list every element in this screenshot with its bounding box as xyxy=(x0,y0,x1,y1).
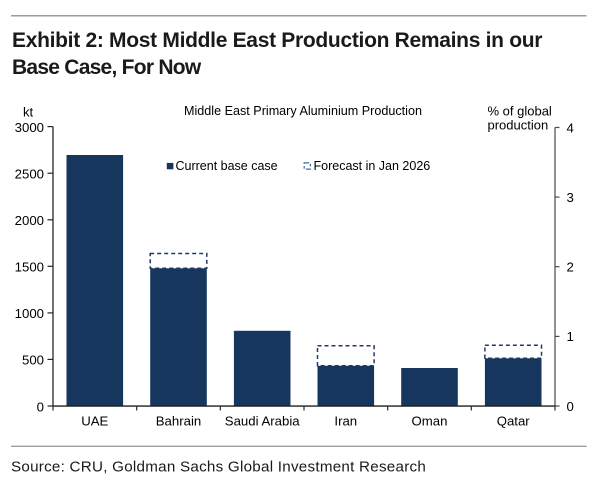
svg-text:Bahrain: Bahrain xyxy=(156,414,201,429)
svg-text:Forecast in Jan 2026: Forecast in Jan 2026 xyxy=(314,159,431,173)
svg-text:UAE: UAE xyxy=(81,414,108,429)
svg-text:production: production xyxy=(488,118,549,133)
svg-text:% of global: % of global xyxy=(488,104,552,119)
svg-text:Base Case, For Now: Base Case, For Now xyxy=(12,56,202,79)
svg-text:0: 0 xyxy=(567,399,574,414)
svg-text:Saudi Arabia: Saudi Arabia xyxy=(225,414,300,429)
svg-text:Current base case: Current base case xyxy=(176,159,278,173)
svg-text:4: 4 xyxy=(567,120,574,135)
svg-text:1500: 1500 xyxy=(15,260,44,275)
svg-text:Middle East Primary Aluminium: Middle East Primary Aluminium Production xyxy=(184,104,422,118)
svg-text:3000: 3000 xyxy=(15,120,44,135)
svg-text:Iran: Iran xyxy=(334,414,357,429)
svg-text:0: 0 xyxy=(37,399,44,414)
svg-text:1000: 1000 xyxy=(15,306,44,321)
svg-text:2: 2 xyxy=(567,260,574,275)
svg-text:Source: CRU, Goldman Sachs Glo: Source: CRU, Goldman Sachs Global Invest… xyxy=(11,459,426,476)
svg-text:3: 3 xyxy=(567,190,574,205)
svg-text:Oman: Oman xyxy=(412,414,448,429)
svg-text:1: 1 xyxy=(567,329,574,344)
svg-text:500: 500 xyxy=(22,353,44,368)
svg-text:Qatar: Qatar xyxy=(497,414,531,429)
svg-text:kt: kt xyxy=(23,104,34,119)
svg-text:Exhibit 2: Most Middle East Pr: Exhibit 2: Most Middle East Production R… xyxy=(12,29,542,52)
svg-text:2500: 2500 xyxy=(15,167,44,182)
svg-text:2000: 2000 xyxy=(15,213,44,228)
